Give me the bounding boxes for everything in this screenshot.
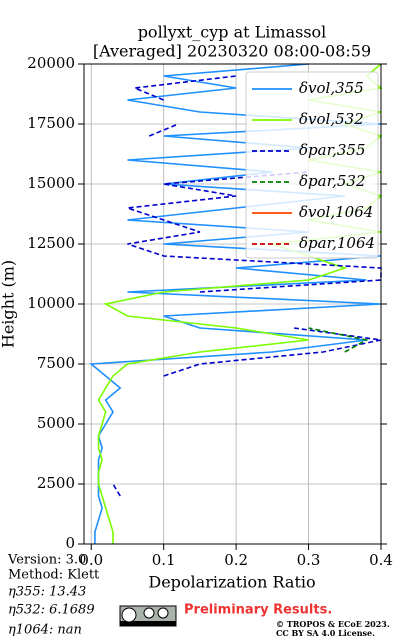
x-tick-label: 0.4 — [369, 551, 393, 569]
plot-frame — [83, 63, 382, 545]
chart-title: pollyxt_cyp at Limassol — [138, 23, 327, 42]
x-tick-label: 0.0 — [79, 551, 103, 569]
y-tick-label: 5000 — [37, 414, 75, 432]
y-tick-label: 15000 — [27, 174, 75, 192]
y-tick-label: 12500 — [27, 234, 75, 252]
y-tick-label: 2500 — [37, 474, 75, 492]
chart-subtitle: [Averaged] 20230320 08:00-08:59 — [93, 42, 371, 61]
legend-label: δpar,532 — [299, 172, 366, 190]
annotation: η1064: nan — [8, 623, 82, 638]
y-tick-label: 17500 — [27, 114, 75, 132]
annotation: Version: 3.0 — [7, 553, 86, 568]
legend-label: δvol,532 — [299, 110, 364, 128]
copyright: © TROPOS & ECoE 2023. — [276, 619, 390, 629]
x-tick-label: 0.1 — [152, 551, 176, 569]
profile-line — [112, 75, 382, 497]
annotation: η355: 13.43 — [8, 585, 86, 600]
legend-label: δvol,355 — [299, 79, 364, 97]
y-tick-label: 10000 — [27, 294, 75, 312]
x-tick-label: 0.2 — [224, 551, 248, 569]
y-tick-label: 20000 — [27, 54, 75, 72]
annotation: η532: 6.1689 — [8, 603, 95, 618]
y-tick-label: 0 — [65, 534, 75, 552]
legend-box — [245, 71, 379, 259]
x-axis-label: Depolarization Ratio — [148, 573, 315, 592]
cc-logo — [119, 605, 177, 627]
legend-label: δvol,1064 — [299, 203, 373, 221]
profile-line — [308, 327, 369, 353]
x-tick-label: 0.3 — [297, 551, 321, 569]
copyright: CC BY SA 4.0 License. — [276, 628, 375, 638]
y-axis-label: Height (m) — [0, 260, 18, 348]
y-tick-label: 7500 — [37, 354, 75, 372]
watermark: Preliminary Results. — [184, 603, 332, 618]
legend-label: δpar,1064 — [299, 234, 375, 252]
legend-label: δpar,355 — [299, 141, 366, 159]
annotation: Method: Klett — [8, 568, 100, 583]
